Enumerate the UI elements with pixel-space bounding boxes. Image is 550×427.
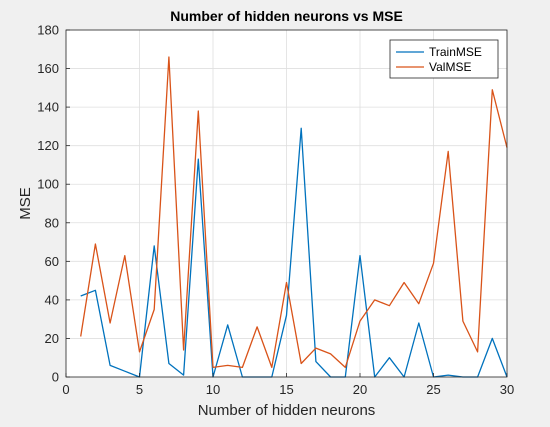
x-tick-label: 5 (136, 382, 143, 397)
y-tick-label: 140 (37, 100, 59, 115)
chart-title: Number of hidden neurons vs MSE (170, 8, 403, 24)
x-tick-label: 30 (500, 382, 514, 397)
y-tick-label: 120 (37, 138, 59, 153)
y-tick-label: 100 (37, 177, 59, 192)
y-axis-title: MSE (17, 187, 34, 220)
y-tick-label: 160 (37, 61, 59, 76)
x-tick-label: 10 (206, 382, 220, 397)
x-tick-label: 0 (62, 382, 69, 397)
y-tick-label: 40 (45, 292, 59, 307)
x-tick-label: 15 (279, 382, 293, 397)
legend-label-train: TrainMSE (429, 45, 482, 59)
series-line-valmse (80, 56, 508, 369)
legend: TrainMSE ValMSE (389, 39, 499, 79)
y-tick-label: 0 (52, 370, 59, 385)
x-axis-title: Number of hidden neurons (198, 402, 376, 419)
axis-ticks: 0 5 10 15 20 25 30 0 20 40 60 80 100 120 140 160 180 (37, 23, 514, 398)
x-tick-label: 25 (426, 382, 440, 397)
y-tick-label: 80 (45, 215, 59, 230)
y-tick-label: 60 (45, 254, 59, 269)
legend-box (389, 39, 499, 79)
legend-label-val: ValMSE (429, 60, 471, 74)
x-tick-label: 20 (353, 382, 367, 397)
y-tick-label: 20 (45, 331, 59, 346)
y-tick-label: 180 (37, 23, 59, 38)
